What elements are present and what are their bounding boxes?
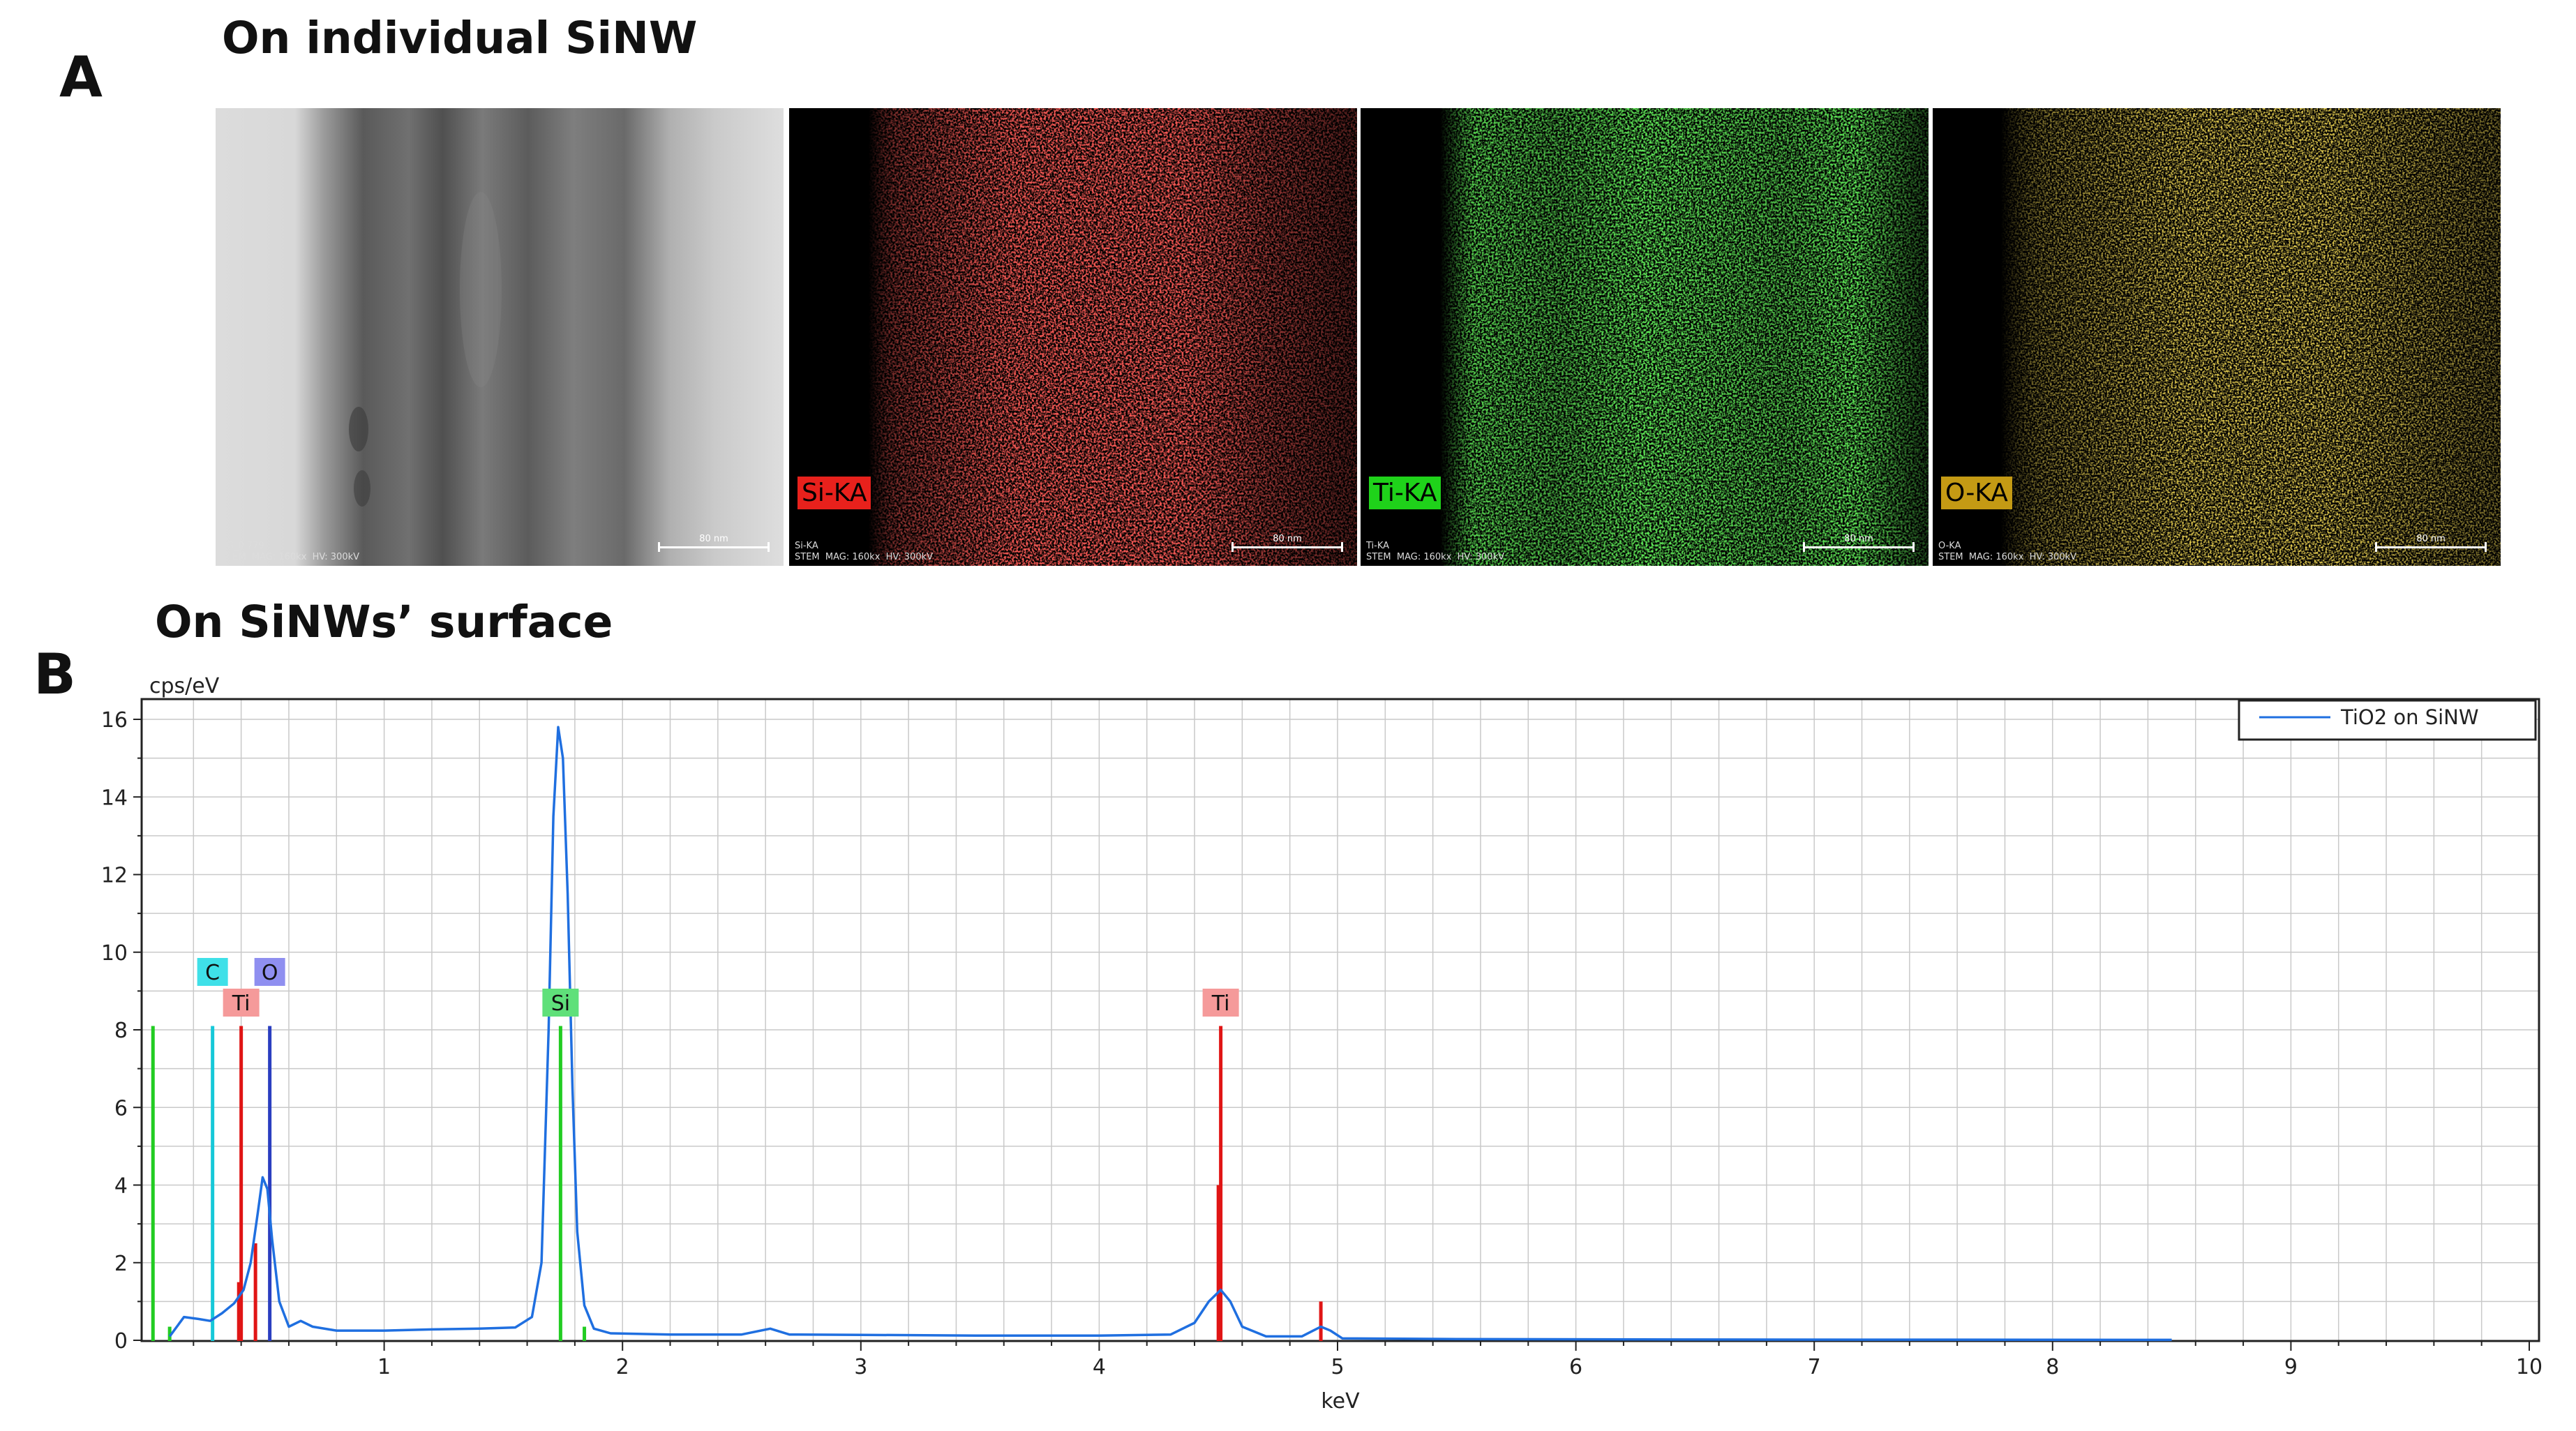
x-tick-label: 5 bbox=[1331, 1355, 1344, 1379]
si-ka-map-panel: Si-KA Si-KA STEM MAG: 160kx HV: 300kV 80… bbox=[789, 108, 1357, 566]
plot-frame bbox=[140, 698, 2540, 1342]
x-tick-label: 9 bbox=[2284, 1355, 2298, 1379]
y-tick-label: 0 bbox=[114, 1329, 128, 1354]
x-tick-label: 4 bbox=[1093, 1355, 1106, 1379]
scale-bar-tick bbox=[1341, 542, 1343, 552]
element-label-box bbox=[542, 989, 579, 1017]
element-label: Si bbox=[551, 991, 570, 1016]
series-line bbox=[168, 726, 2172, 1342]
y-tick-label: 4 bbox=[114, 1174, 128, 1199]
scale-bar: 80 nm bbox=[658, 534, 770, 553]
caption-line-1: O-KA bbox=[1938, 540, 1961, 551]
scale-bar-label: 80 nm bbox=[1844, 534, 1873, 544]
grid bbox=[142, 699, 2539, 1341]
ti-ka-label: Ti-KA bbox=[1369, 477, 1441, 510]
scale-bar-label: 80 nm bbox=[2416, 534, 2446, 544]
element-label: Ti bbox=[1211, 991, 1230, 1016]
x-axis-label: keV bbox=[1321, 1389, 1360, 1414]
legend-entry: TiO2 on SiNW bbox=[2340, 705, 2479, 729]
panel-b-heading: On SiNWs’ surface bbox=[155, 597, 613, 647]
scale-bar-tick bbox=[2375, 542, 2377, 552]
x-tick-label: 10 bbox=[2516, 1355, 2543, 1379]
y-tick-label: 8 bbox=[114, 1019, 128, 1043]
y-tick-label: 14 bbox=[101, 786, 128, 810]
scale-bar-label: 80 nm bbox=[699, 534, 728, 544]
o-ka-label: O-KA bbox=[1941, 477, 2012, 510]
caption-line-2: STEM MAG: 160kx HV: 300kV bbox=[221, 551, 360, 562]
stem-image-caption: PG_0 779 STEM MAG: 160kx HV: 300kV bbox=[221, 541, 359, 564]
si-ka-map bbox=[789, 108, 1357, 566]
y-tick-label: 16 bbox=[101, 708, 128, 733]
caption-line-1: Ti-KA bbox=[1366, 540, 1390, 551]
y-tick-label: 2 bbox=[114, 1252, 128, 1276]
scale-bar: 80 nm bbox=[1231, 534, 1343, 553]
scale-bar: 80 nm bbox=[2375, 534, 2487, 553]
scale-bar-tick bbox=[1803, 542, 1805, 552]
x-tick-label: 2 bbox=[616, 1355, 629, 1379]
element-label-box bbox=[223, 989, 260, 1017]
ti-ka-map bbox=[1361, 108, 1929, 566]
scale-bar-tick bbox=[2485, 542, 2487, 552]
element-label: O bbox=[262, 961, 278, 985]
element-markers bbox=[151, 1026, 1323, 1341]
element-label: Ti bbox=[232, 991, 250, 1016]
si-ka-label: Si-KA bbox=[797, 477, 871, 510]
y-axis-label: cps/eV bbox=[149, 674, 220, 698]
element-label-box bbox=[197, 958, 228, 986]
caption-line-2: STEM MAG: 160kx HV: 300kV bbox=[1366, 551, 1505, 562]
x-tick-label: 3 bbox=[854, 1355, 867, 1379]
element-label: C bbox=[205, 961, 220, 985]
scale-bar-line bbox=[1231, 546, 1343, 548]
caption-line-1: PG_0 779 bbox=[221, 540, 264, 551]
caption-line-2: STEM MAG: 160kx HV: 300kV bbox=[1938, 551, 2077, 562]
y-tick-label: 6 bbox=[114, 1096, 128, 1121]
scale-bar-tick bbox=[1912, 542, 1915, 552]
series bbox=[168, 726, 2172, 1342]
x-tick-label: 1 bbox=[377, 1355, 391, 1379]
x-tick-label: 7 bbox=[1808, 1355, 1821, 1379]
scale-bar-line bbox=[2375, 546, 2487, 548]
ti-ka-caption: Ti-KA STEM MAG: 160kx HV: 300kV bbox=[1366, 541, 1504, 564]
x-tick-label: 6 bbox=[1569, 1355, 1582, 1379]
scale-bar-tick bbox=[767, 542, 770, 552]
y-tick-label: 10 bbox=[101, 941, 128, 966]
scale-bar-line bbox=[1803, 546, 1915, 548]
panel-b-letter: B bbox=[33, 642, 76, 707]
o-ka-map-panel: O-KA O-KA STEM MAG: 160kx HV: 300kV 80 n… bbox=[1933, 108, 2501, 566]
stem-image bbox=[216, 108, 784, 566]
scale-bar-line bbox=[658, 546, 770, 548]
caption-line-1: Si-KA bbox=[795, 540, 818, 551]
o-ka-map bbox=[1933, 108, 2501, 566]
element-labels: C Ti O Si Ti bbox=[197, 958, 1239, 1017]
scale-bar-label: 80 nm bbox=[1273, 534, 1302, 544]
panel-a-letter: A bbox=[59, 45, 103, 110]
x-tick-label: 8 bbox=[2046, 1355, 2059, 1379]
si-ka-caption: Si-KA STEM MAG: 160kx HV: 300kV bbox=[795, 541, 933, 564]
y-tick-label: 12 bbox=[101, 864, 128, 888]
element-label-box bbox=[1202, 989, 1239, 1017]
caption-line-2: STEM MAG: 160kx HV: 300kV bbox=[795, 551, 934, 562]
scale-bar: 80 nm bbox=[1803, 534, 1915, 553]
scale-bar-tick bbox=[658, 542, 660, 552]
element-label-box bbox=[254, 958, 285, 986]
legend-box bbox=[2238, 699, 2537, 741]
stem-image-panel: PG_0 779 STEM MAG: 160kx HV: 300kV 80 nm bbox=[216, 108, 784, 566]
o-ka-caption: O-KA STEM MAG: 160kx HV: 300kV bbox=[1938, 541, 2076, 564]
ti-ka-map-panel: Ti-KA Ti-KA STEM MAG: 160kx HV: 300kV 80… bbox=[1361, 108, 1929, 566]
scale-bar-tick bbox=[1231, 542, 1234, 552]
panel-a-heading: On individual SiNW bbox=[222, 13, 698, 63]
legend: TiO2 on SiNW bbox=[2238, 699, 2537, 741]
